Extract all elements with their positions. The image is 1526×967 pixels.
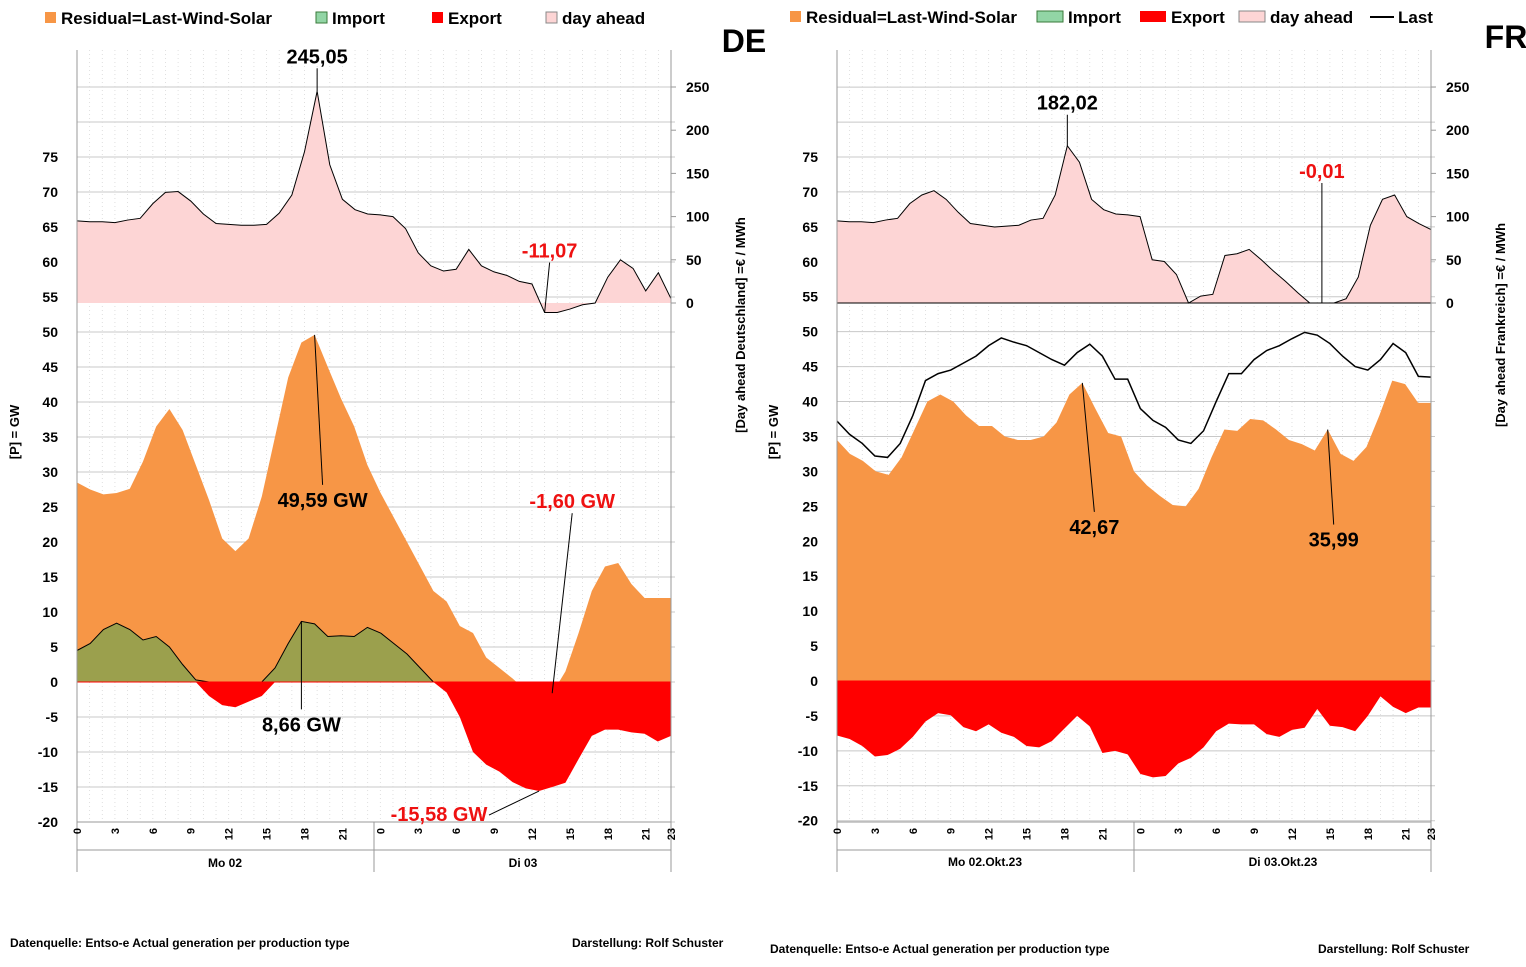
- y2-tick-label: 50: [686, 252, 702, 268]
- y-tick-label: 40: [42, 394, 58, 410]
- y-tick-label: -10: [38, 744, 58, 760]
- x-tick-label: 18: [603, 828, 615, 840]
- day-ahead-area: [77, 91, 671, 313]
- y-tick-label: 0: [50, 674, 58, 690]
- y2-tick-label: 150: [686, 165, 710, 181]
- y2-tick-label: 0: [686, 295, 694, 311]
- legend-swatch-import: [315, 11, 328, 24]
- x-tick-label: 6: [451, 828, 463, 834]
- footer-credit-fr: Darstellung: Rolf Schuster: [1318, 942, 1470, 956]
- y-tick-label: -15: [38, 779, 58, 795]
- y-tick-label: 45: [42, 359, 58, 375]
- import-area: [77, 621, 671, 682]
- x-tick-label: 12: [527, 828, 539, 840]
- legend-swatch-residual: [45, 12, 56, 23]
- y-tick-label: 15: [42, 569, 58, 585]
- x-tick-label: 21: [337, 828, 349, 840]
- legend-swatch-day: [545, 11, 558, 24]
- annotation-label: -15,58 GW: [391, 804, 488, 826]
- annotation-label: 49,59 GW: [278, 490, 368, 512]
- footer-source-de: Datenquelle: Entso-e Actual generation p…: [10, 936, 350, 950]
- annotation-label: -11,07: [522, 241, 578, 263]
- x-tick-label: 3: [413, 828, 425, 834]
- legend-swatch-export: [432, 12, 443, 23]
- y-tick-label: 20: [42, 534, 58, 550]
- annotation-label: -1,60 GW: [529, 491, 615, 513]
- legend-label: Export: [448, 9, 502, 28]
- legend-label: Residual=Last-Wind-Solar: [61, 9, 272, 28]
- annotation-leader: [488, 790, 540, 816]
- y-axis-title: [P] = GW: [7, 404, 22, 459]
- x-tick-label: 0: [72, 828, 84, 834]
- x-tick-label: 3: [110, 828, 122, 834]
- x-tick-label: 9: [489, 828, 501, 834]
- x-tick-label: 18: [299, 828, 311, 840]
- y-tick-label: 5: [50, 639, 58, 655]
- legend-label: day ahead: [562, 9, 645, 28]
- y-tick-label: 50: [42, 324, 58, 340]
- y-tick-label: -20: [38, 814, 58, 830]
- annotation-leader: [551, 513, 573, 694]
- x-tick-label: 15: [565, 828, 577, 840]
- day-ahead-line: [76, 91, 672, 314]
- annotation-leader: [314, 334, 324, 485]
- export-area: [77, 682, 671, 792]
- x-tick-label: 15: [262, 828, 274, 840]
- annotation-label: 8,66 GW: [262, 714, 341, 736]
- y-tick-label: 65: [42, 219, 58, 235]
- y2-tick-label: 250: [686, 79, 710, 95]
- y-tick-label: 55: [42, 289, 58, 305]
- y2-tick-label: 200: [686, 122, 710, 138]
- annotation-leader: [544, 262, 551, 313]
- y-tick-label: 30: [42, 464, 58, 480]
- y-tick-label: -5: [46, 709, 59, 725]
- y-tick-label: 25: [42, 499, 58, 515]
- x-tick-label: 23: [666, 828, 678, 840]
- y-tick-label: 75: [42, 149, 58, 165]
- y2-tick-label: 100: [686, 209, 710, 225]
- legend-label: Import: [332, 9, 385, 28]
- day-label: Di 03: [509, 856, 538, 870]
- y-tick-label: 35: [42, 429, 58, 445]
- x-tick-label: 9: [186, 828, 198, 834]
- annotation-label: 245,05: [287, 46, 348, 68]
- residual-area: [77, 334, 671, 694]
- footer-credit-de: Darstellung: Rolf Schuster: [572, 936, 724, 950]
- footer-source-fr: Datenquelle: Entso-e Actual generation p…: [770, 942, 1110, 956]
- y-tick-label: 70: [42, 184, 58, 200]
- y-tick-label: 60: [42, 254, 58, 270]
- day-label: Mo 02: [208, 856, 242, 870]
- x-tick-label: 12: [224, 828, 236, 840]
- x-tick-label: 21: [641, 828, 653, 840]
- y2-axis-title: [Day ahead Deutschland] =€ / MWh: [733, 217, 748, 433]
- x-tick-label: 0: [375, 828, 387, 834]
- panel-label: DE: [722, 23, 766, 59]
- x-tick-label: 6: [148, 828, 160, 834]
- y-tick-label: 10: [42, 604, 58, 620]
